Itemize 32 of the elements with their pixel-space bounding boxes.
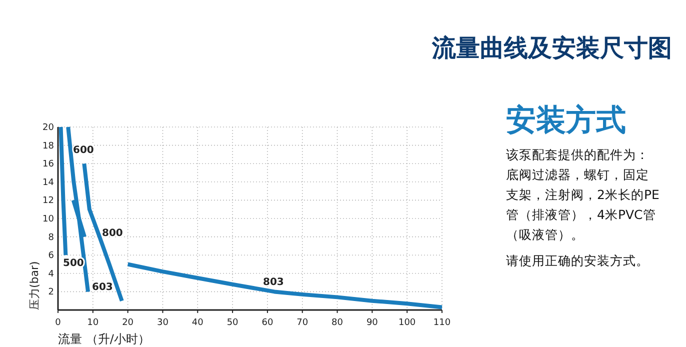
annotation: 800 [102, 228, 123, 239]
text: 该泵配套提供的配件为：底阀过滤器，螺钉，固定支架，注射阀，2米长的PE管（排液管），4米PVC管（吸液管）。 [506, 146, 660, 244]
x-tick-label: 20 [122, 318, 134, 328]
x-tick-label: 10 [87, 318, 99, 328]
text: 流量曲线及安装尺寸图 [431, 34, 672, 62]
x-tick-label: 100 [398, 318, 416, 328]
x-tick-label: 70 [296, 318, 308, 328]
x-axis-title: 流量 （升/小时） [58, 332, 150, 346]
x-tick-label: 60 [262, 318, 274, 328]
y-tick-label: 18 [42, 141, 54, 152]
y-tick-label: 2 [48, 288, 54, 298]
x-tick-label: 50 [226, 318, 239, 328]
text: 请使用正确的安装方式。 [506, 252, 650, 270]
y-tick-label: 10 [42, 214, 54, 224]
annotation: 603 [92, 282, 113, 293]
x-tick-label: 80 [332, 318, 344, 328]
y-tick-label: 8 [48, 232, 54, 243]
y-tick-label: 20 [42, 123, 54, 133]
y-tick-label: 6 [48, 251, 54, 262]
x-tick-label: 110 [433, 318, 451, 328]
x-tick-label: 90 [366, 318, 378, 328]
y-tick-label: 16 [42, 160, 54, 170]
y-axis-title: 压力(bar) [28, 261, 41, 310]
y-tick-label: 4 [48, 269, 54, 280]
x-tick-label: 40 [192, 318, 204, 328]
x-tick-label: 0 [55, 318, 62, 328]
annotation: 600 [73, 145, 94, 156]
annotation: 803 [263, 277, 284, 288]
y-tick-label: 12 [42, 196, 54, 206]
y-tick-label: 14 [42, 178, 54, 188]
text: 安装方式 [506, 102, 627, 140]
x-tick-label: 30 [157, 318, 169, 328]
